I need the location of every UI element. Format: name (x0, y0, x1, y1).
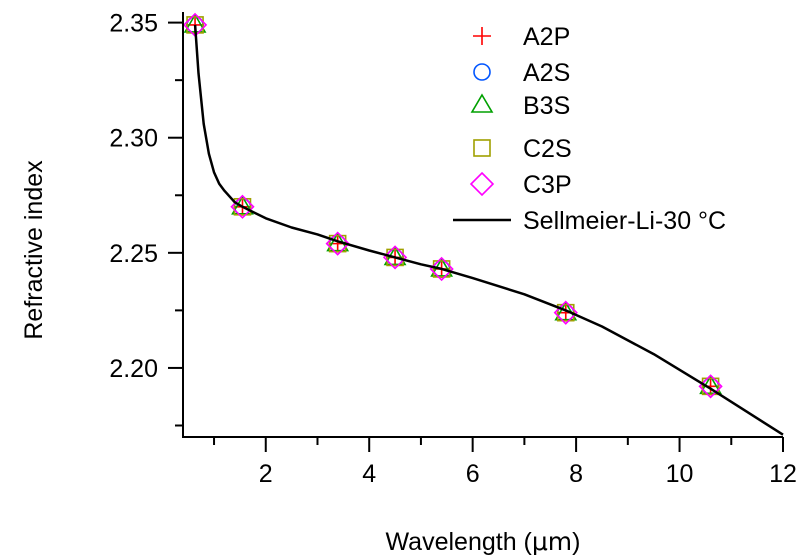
x-tick-label: 8 (569, 460, 583, 488)
sellmeier-curve (193, 24, 784, 436)
data-point-c3p (429, 256, 454, 282)
x-axis-title-suffix: ) (572, 528, 580, 556)
legend-marker-a2p (473, 27, 491, 45)
series-c3p (182, 12, 723, 399)
x-tick-label: 6 (466, 460, 480, 488)
x-tick-label: 12 (769, 460, 797, 488)
y-tick-label: 2.25 (109, 240, 158, 268)
axes (182, 12, 783, 438)
data-point-c3p (698, 374, 723, 399)
x-axis-title-unit: μm (532, 527, 572, 556)
y-tick-label: 2.20 (109, 355, 158, 383)
legend-label-c2s: C2S (523, 135, 572, 163)
series-a2p (186, 15, 720, 396)
data-point-c2s (432, 260, 451, 278)
legend-label-a2p: A2P (523, 23, 570, 51)
legend: A2P A2S B3S C2S C3P Sellmeier-Li-30 °C (453, 23, 726, 235)
x-axis-title: Wavelength (μm) (386, 527, 581, 556)
data-point-b3s (554, 301, 578, 321)
legend-label-b3s: B3S (523, 92, 570, 120)
legend-marker-b3s (470, 93, 494, 113)
y-tick-label: 2.30 (109, 125, 158, 153)
legend-label-a2s: A2S (523, 59, 570, 87)
series-b3s (183, 13, 722, 395)
x-axis-title-prefix: Wavelength ( (386, 528, 533, 556)
y-tick-label: 2.35 (109, 10, 158, 38)
data-point-c2s (233, 197, 252, 216)
data-point-c3p (553, 300, 578, 325)
data-point-c2s (386, 248, 404, 267)
series-c2s (186, 16, 720, 396)
data-point-c3p (382, 245, 408, 270)
x-tick-label: 10 (666, 460, 694, 488)
legend-label-c3p: C3P (523, 171, 572, 199)
plot-area (182, 12, 784, 436)
legend-marker-c2s (473, 139, 491, 157)
legend-label-sellmeier: Sellmeier-Li-30 °C (523, 207, 726, 235)
tick-marks-and-labels: 2 4 6 8 10 12 2.20 2.25 2.30 2.35 (109, 10, 797, 488)
data-point-c2s (701, 377, 720, 396)
x-tick-label: 2 (259, 460, 273, 488)
x-tick-label: 4 (362, 460, 376, 488)
legend-marker-a2s (473, 63, 491, 81)
series-a2s (186, 16, 720, 396)
y-axis-title: Refractive index (20, 160, 48, 340)
legend-marker-c3p (469, 171, 495, 197)
